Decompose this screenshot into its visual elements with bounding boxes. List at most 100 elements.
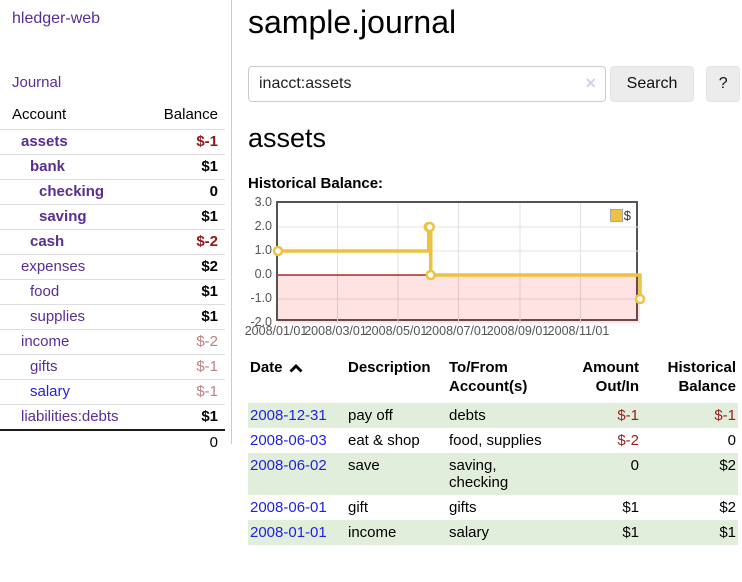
sidebar-total-row: 0 <box>0 429 225 455</box>
sidebar-account-row: saving $1 <box>0 204 225 230</box>
sidebar-account-row: cash $-2 <box>0 229 225 255</box>
transaction-date-link[interactable]: 2008-01-01 <box>250 524 327 542</box>
transaction-accounts: gifts <box>449 499 477 517</box>
search-bar: ✕ Search ? <box>248 66 740 103</box>
sidebar-account-row: liabilities:debts $1 <box>0 404 225 430</box>
transaction-balance: $-1 <box>714 407 736 425</box>
transaction-amount: $-1 <box>617 407 639 425</box>
x-axis-tick-label: 2008/01/01 <box>244 324 308 339</box>
sidebar-account-row: assets $-1 <box>0 129 225 155</box>
accounts-column-header: To/From Account(s) <box>449 359 528 396</box>
help-button[interactable]: ? <box>706 66 740 103</box>
transaction-description: eat & shop <box>348 432 420 450</box>
transaction-accounts: saving, checking <box>449 457 509 492</box>
sidebar-account-balance: $2 <box>139 254 225 280</box>
sidebar-item-journal[interactable]: Journal <box>12 74 62 91</box>
transaction-amount: $1 <box>622 524 639 542</box>
transaction-accounts: salary <box>449 524 490 542</box>
sidebar-accounts-table: Account Balance assets $-1 bank $1 checking 0… <box>0 104 225 455</box>
sidebar-account-balance: $-2 <box>139 229 225 255</box>
y-axis-tick-label: -1.0 <box>250 291 272 306</box>
transaction-description: gift <box>348 499 369 517</box>
sidebar-account-row: gifts $-1 <box>0 354 225 380</box>
sidebar-account-balance: 0 <box>139 179 225 205</box>
transaction-description: income <box>348 524 397 542</box>
transaction-date-link[interactable]: 2008-06-01 <box>250 499 327 517</box>
chart-title: Historical Balance: <box>248 175 384 193</box>
y-axis-labels: 3.0 2.0 1.0 0.0 -1.0 -2.0 <box>248 195 276 329</box>
sidebar-account-balance: $-1 <box>139 354 225 380</box>
register-row: 2008-12-31 pay off debts $-1 $-1 <box>248 403 738 429</box>
transaction-date-link[interactable]: 2008-12-31 <box>250 407 327 425</box>
sort-by-date-link[interactable]: Date <box>250 358 303 377</box>
sidebar-account-link[interactable]: expenses <box>21 258 86 275</box>
sidebar: hledger-web Journal Account Balance asse… <box>0 0 232 455</box>
sidebar-account-link[interactable]: salary <box>30 383 71 400</box>
sidebar-account-balance: $1 <box>139 154 225 180</box>
x-axis-tick-label: 2008/07/01 <box>425 324 488 339</box>
register-row: 2008-06-03 eat & shop food, supplies $-2 0 <box>248 428 738 453</box>
transaction-description: pay off <box>348 407 393 425</box>
sidebar-total-balance: 0 <box>139 429 225 455</box>
transaction-date-cell: 2008-06-03 <box>248 428 346 453</box>
y-axis-tick-label: 0.0 <box>254 267 272 282</box>
transaction-amount: $1 <box>622 499 639 517</box>
sidebar-account-balance: $1 <box>139 204 225 230</box>
sidebar-account-link[interactable]: assets <box>21 133 68 150</box>
y-axis-tick-label: 1.0 <box>254 243 272 258</box>
transaction-date-cell: 2008-06-01 <box>248 495 346 520</box>
sidebar-account-balance: $-1 <box>139 379 225 405</box>
description-column-header: Description <box>348 359 431 377</box>
sidebar-account-link[interactable]: bank <box>30 158 66 175</box>
chart-legend: $ <box>609 208 631 224</box>
transaction-date-cell: 2008-06-02 <box>248 453 346 495</box>
sidebar-account-link[interactable]: gifts <box>30 358 58 375</box>
transaction-amount: 0 <box>630 457 639 475</box>
y-axis-tick-label: -2.0 <box>250 315 272 330</box>
chevron-up-icon <box>289 364 303 373</box>
transaction-accounts: debts <box>449 407 486 425</box>
transaction-balance: $2 <box>719 499 736 517</box>
sidebar-account-row: checking 0 <box>0 179 225 205</box>
transaction-description: save <box>348 457 380 475</box>
sidebar-account-row: income $-2 <box>0 329 225 355</box>
transaction-balance: $1 <box>719 524 736 542</box>
x-axis-tick-label: 2008/05/01 <box>364 324 428 339</box>
transaction-date-cell: 2008-01-01 <box>248 520 346 545</box>
sidebar-account-link[interactable]: income <box>21 333 70 350</box>
sidebar-account-link[interactable]: cash <box>30 233 65 250</box>
sidebar-account-link[interactable]: liabilities:debts <box>21 408 119 425</box>
sidebar-account-link[interactable]: food <box>30 283 60 300</box>
register-header-row: Date Description To/From Account(s) Amou… <box>248 355 738 403</box>
clear-search-icon[interactable]: ✕ <box>584 75 597 92</box>
register-row: 2008-06-02 save saving, checking 0 $2 <box>248 453 738 496</box>
balance-chart-svg <box>272 203 646 324</box>
sidebar-account-row: supplies $1 <box>0 304 225 330</box>
sidebar-account-row: expenses $2 <box>0 254 225 280</box>
sidebar-account-balance: $1 <box>139 404 225 430</box>
register-table: Date Description To/From Account(s) Amou… <box>248 355 738 546</box>
transaction-date-link[interactable]: 2008-06-03 <box>250 432 327 450</box>
sidebar-account-row: salary $-1 <box>0 379 225 405</box>
transaction-date-link[interactable]: 2008-06-02 <box>250 457 327 475</box>
transaction-date-cell: 2008-12-31 <box>248 403 346 428</box>
x-axis-labels: 2008/01/01 2008/03/01 2008/05/01 2008/07/01… <box>245 324 638 340</box>
transaction-balance: 0 <box>727 432 736 450</box>
x-axis-tick-label: 2008/03/01 <box>304 324 367 339</box>
register-tbody: 2008-12-31 pay off debts $-1 $-1 2008-06-03 ea… <box>248 403 738 546</box>
legend-label: $ <box>623 208 631 224</box>
y-axis-tick-label: 2.0 <box>254 219 272 234</box>
account-page-title: assets <box>248 123 327 154</box>
app-title-link[interactable]: hledger-web <box>12 10 101 27</box>
search-input[interactable] <box>248 66 606 103</box>
transaction-amount: $-2 <box>617 432 639 450</box>
sidebar-account-link[interactable]: checking <box>39 183 105 200</box>
sidebar-accounts-body: assets $-1 bank $1 checking 0 saving $1 cash $-2 e… <box>0 129 225 430</box>
y-axis-tick-label: 3.0 <box>254 195 272 210</box>
search-button[interactable]: Search <box>609 66 695 103</box>
sidebar-account-row: food $1 <box>0 279 225 305</box>
sidebar-account-link[interactable]: supplies <box>30 308 86 325</box>
historical-balance-chart: 3.0 2.0 1.0 0.0 -1.0 -2.0 $ <box>248 195 740 329</box>
legend-swatch-icon <box>609 209 623 223</box>
sidebar-account-link[interactable]: saving <box>39 208 87 225</box>
